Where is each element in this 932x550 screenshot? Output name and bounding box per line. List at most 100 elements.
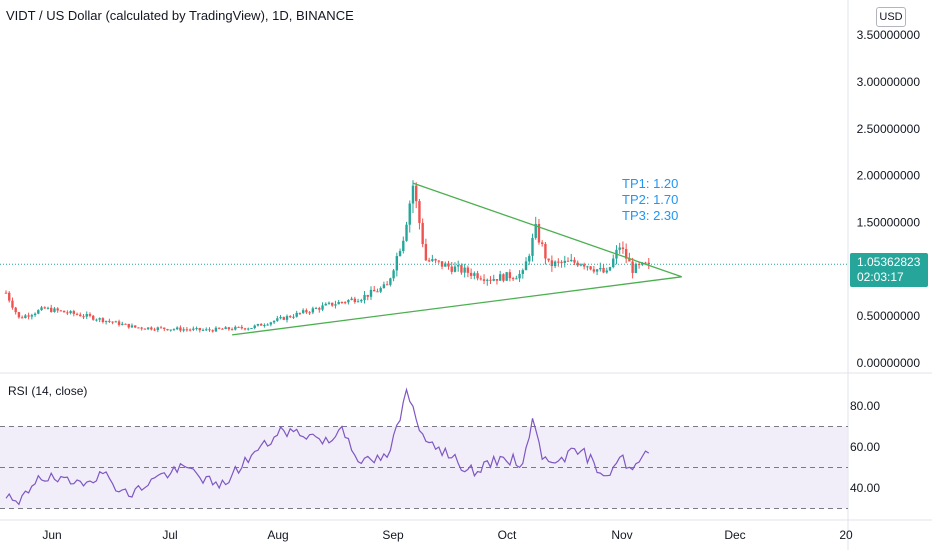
candle-body	[14, 307, 17, 313]
price-axis-tick-label: 2.50000000	[857, 122, 921, 136]
candle-body	[508, 272, 512, 279]
candle-body	[460, 265, 463, 273]
candle-body	[415, 185, 418, 202]
candle-body	[521, 270, 524, 274]
candle-body	[305, 310, 308, 313]
candle-body	[150, 327, 153, 330]
candle-body	[137, 327, 140, 329]
candle-body	[498, 274, 502, 281]
candle-body	[589, 266, 592, 270]
candle-body	[272, 320, 276, 323]
rsi-label: RSI (14, close)	[8, 384, 88, 398]
candle-body	[185, 329, 189, 331]
candle-body	[224, 327, 227, 330]
candle-body	[579, 264, 583, 266]
candle-body	[169, 329, 172, 331]
time-axis-tick-label: Jun	[42, 528, 61, 542]
candle-body	[608, 267, 612, 271]
candle-body	[434, 259, 437, 261]
candle-body	[350, 298, 353, 300]
candle-body	[117, 321, 121, 325]
candle-body	[314, 308, 318, 310]
currency-badge[interactable]: USD	[876, 7, 906, 27]
candle-body	[208, 329, 211, 331]
candle-body	[59, 310, 63, 312]
candle-body	[95, 319, 98, 321]
candle-body	[431, 259, 434, 261]
candle-body	[43, 307, 46, 309]
candle-body	[482, 279, 486, 281]
candle-body	[385, 284, 389, 286]
candle-body	[153, 329, 156, 331]
candle-body	[243, 328, 247, 330]
candle-body	[440, 261, 444, 267]
candle-body	[240, 326, 243, 329]
candle-body	[337, 301, 340, 305]
candle-body	[573, 259, 576, 263]
candle-body	[347, 299, 350, 303]
candle-body	[557, 261, 560, 263]
time-axis-tick-label: Sep	[382, 528, 404, 542]
candle-body	[198, 327, 201, 331]
candle-body	[360, 300, 363, 302]
candle-body	[382, 284, 386, 289]
candle-body	[392, 270, 395, 279]
candle-body	[72, 311, 76, 314]
candle-body	[175, 327, 179, 330]
candle-body	[11, 300, 14, 308]
candle-body	[192, 328, 195, 330]
time-axis-tick-label: Aug	[267, 528, 288, 542]
candle-body	[46, 307, 50, 309]
candle-body	[369, 289, 373, 297]
candle-body	[389, 278, 392, 285]
candle-body	[250, 328, 253, 330]
candle-body	[24, 315, 27, 319]
candle-body	[327, 302, 331, 304]
candle-body	[98, 318, 101, 320]
candle-body	[40, 307, 43, 311]
time-axis-tick-label: 20	[839, 528, 853, 542]
candle-body	[211, 330, 214, 332]
candle-body	[570, 259, 573, 262]
last-price-value: 1.05362823	[857, 255, 921, 269]
candle-body	[592, 269, 596, 272]
candle-body	[75, 313, 79, 315]
candle-body	[544, 243, 547, 259]
candle-body	[292, 316, 295, 318]
candle-body	[143, 328, 147, 330]
candle-body	[595, 269, 599, 272]
candle-body	[511, 278, 515, 280]
tp1-annotation: TP1: 1.20	[622, 176, 679, 191]
candle-body	[321, 305, 324, 310]
candle-body	[411, 185, 415, 204]
candle-body	[463, 267, 466, 273]
candle-body	[8, 292, 11, 301]
candle-body	[576, 262, 579, 266]
candle-body	[469, 272, 473, 276]
candle-body	[101, 318, 105, 322]
candle-body	[453, 266, 457, 272]
candle-body	[20, 317, 24, 319]
candle-body	[550, 260, 554, 267]
candle-body	[295, 312, 298, 317]
candle-body	[146, 327, 150, 330]
candle-body	[104, 320, 108, 322]
candle-body	[205, 329, 208, 331]
candle-body	[50, 307, 53, 312]
candle-body	[256, 324, 260, 326]
rsi-line	[5, 387, 650, 506]
candle-body	[62, 310, 66, 313]
candle-body	[159, 327, 163, 329]
price-axis-tick-label: 1.50000000	[857, 215, 921, 229]
candle-body	[140, 327, 143, 329]
candle-body	[418, 201, 421, 223]
candle-body	[289, 316, 292, 318]
price-axis-tick-label: 3.50000000	[857, 28, 921, 42]
candle-body	[318, 308, 321, 310]
candle-body	[560, 261, 563, 263]
candle-body	[298, 312, 302, 314]
candle-body	[166, 329, 169, 331]
candle-body	[263, 325, 266, 327]
